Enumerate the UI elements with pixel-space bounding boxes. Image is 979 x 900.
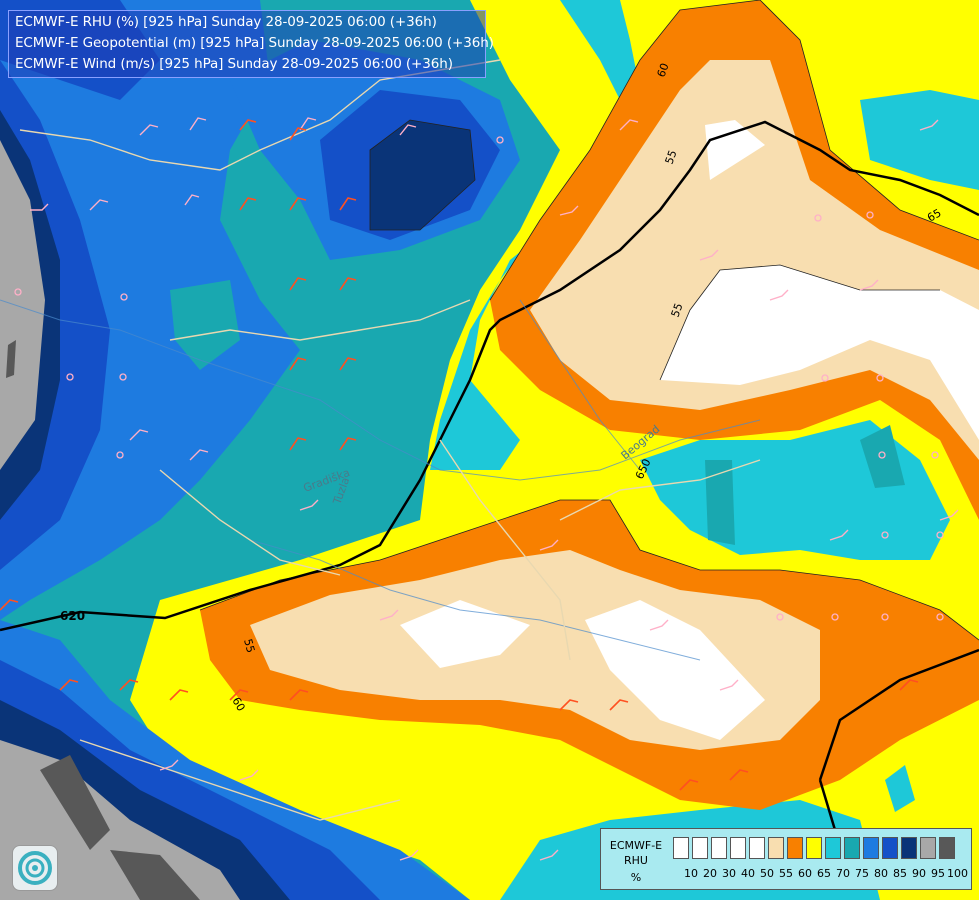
legend-swatch <box>939 837 955 859</box>
rhu-100-sw-b <box>110 850 200 900</box>
calm-circles <box>14 136 944 621</box>
geopotential-label-620: 620 <box>60 609 85 623</box>
rhu-75-east-a <box>860 425 905 488</box>
legend-tick-label: 10 <box>684 867 698 880</box>
legend-tick-label: 80 <box>874 867 888 880</box>
contour-label-60-b: 60 <box>229 695 247 714</box>
contour-label-55-a: 55 <box>663 148 680 166</box>
legend-model-name: ECMWF-E <box>609 839 663 852</box>
country-borders <box>19 59 761 821</box>
legend-tick-label: 95 <box>931 867 945 880</box>
logo-swirl-icon <box>18 851 52 885</box>
contour-label-65: 65 <box>925 206 944 224</box>
legend-tick-label: 65 <box>817 867 831 880</box>
rhu-95-west <box>0 140 45 470</box>
legend-unit: % <box>630 871 642 884</box>
legend-tick-label: 60 <box>798 867 812 880</box>
legend-swatch <box>749 837 765 859</box>
legend-tick-label: 40 <box>741 867 755 880</box>
legend-tick-label: 85 <box>893 867 907 880</box>
legend-tick-label: 100 <box>947 867 968 880</box>
rhu-70-ne <box>860 90 979 190</box>
rhu-50-south-a <box>400 600 530 668</box>
contour-label-50: 55 <box>669 301 686 319</box>
legend-swatch <box>692 837 708 859</box>
legend-swatch <box>673 837 689 859</box>
rhu-100-sw-a <box>40 755 110 850</box>
title-rhu: ECMWF-E RHU (%) [925 hPa] Sunday 28-09-2… <box>15 14 437 30</box>
legend-swatch <box>806 837 822 859</box>
rhu-50-south-b <box>585 600 765 740</box>
rhu-legend: ECMWF-E RHU % 10 20 30 40 50 55 60 65 70 75 80 85 90… <box>600 828 972 890</box>
legend-tick-label: 55 <box>779 867 793 880</box>
wind-barbs-strong <box>0 119 919 791</box>
legend-swatch <box>844 837 860 859</box>
rhu-75-patch <box>170 280 240 370</box>
legend-tick-label: 50 <box>760 867 774 880</box>
legend-tick-label: 70 <box>836 867 850 880</box>
legend-swatch <box>825 837 841 859</box>
legend-tick-label: 75 <box>855 867 869 880</box>
rhu-50-ne-a <box>705 120 765 180</box>
legend-field-name: RHU <box>624 854 648 867</box>
legend-tick-label: 30 <box>722 867 736 880</box>
map-title-box: ECMWF-E RHU (%) [925 hPa] Sunday 28-09-2… <box>8 10 494 78</box>
contour-label-60-a: 60 <box>655 61 672 79</box>
wind-barbs <box>30 117 959 861</box>
legend-swatch <box>920 837 936 859</box>
legend-tick-label: 90 <box>912 867 926 880</box>
contour-label-55-b: 55 <box>241 637 257 654</box>
legend-swatch <box>768 837 784 859</box>
rivers <box>0 299 761 661</box>
rhu-contours <box>199 0 979 641</box>
rhu-100-west <box>6 340 16 378</box>
legend-swatch <box>730 837 746 859</box>
geopotential-lines <box>0 120 979 831</box>
title-geopotential: ECMWF-E Geopotential (m) [925 hPa] Sunda… <box>15 35 494 51</box>
legend-swatch <box>882 837 898 859</box>
legend-swatch <box>711 837 727 859</box>
rhu-55-ne <box>530 60 979 460</box>
title-wind: ECMWF-E Wind (m/s) [925 hPa] Sunday 28-0… <box>15 56 453 72</box>
rhu-50-ne-b <box>660 265 979 440</box>
legend-tick-label: 20 <box>703 867 717 880</box>
ecmwf-logo-icon <box>12 845 58 891</box>
rhu-75-east-b <box>705 460 735 545</box>
rhu-90-north <box>370 120 475 230</box>
legend-swatch <box>901 837 917 859</box>
legend-swatch <box>787 837 803 859</box>
legend-swatch <box>863 837 879 859</box>
rhu-70-se <box>885 765 915 812</box>
